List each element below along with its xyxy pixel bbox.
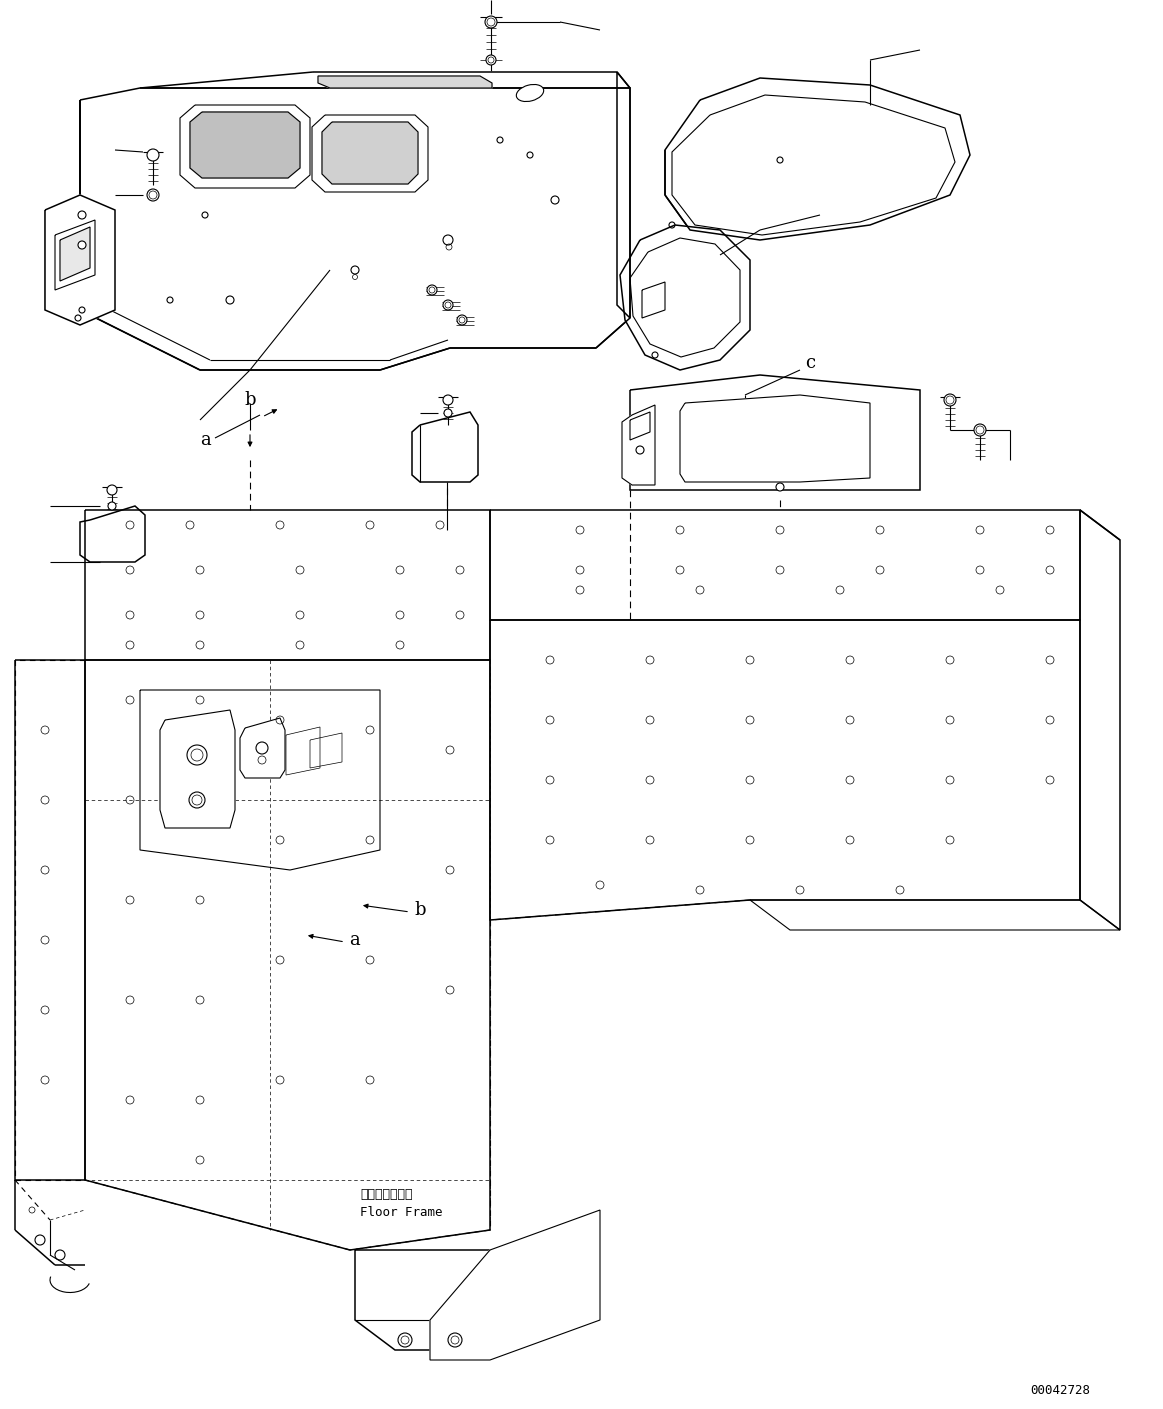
Polygon shape [190,111,300,178]
Text: a: a [350,931,361,950]
Circle shape [351,266,359,273]
Polygon shape [620,225,750,371]
Circle shape [398,1333,412,1347]
Polygon shape [322,123,418,185]
Circle shape [551,196,559,204]
Polygon shape [672,94,955,235]
Text: c: c [805,354,815,372]
Circle shape [443,395,454,404]
Circle shape [944,395,956,406]
Circle shape [74,316,81,321]
Circle shape [226,296,234,304]
Circle shape [443,235,454,245]
Polygon shape [60,227,90,280]
Polygon shape [312,116,428,192]
Circle shape [486,55,495,65]
Polygon shape [630,411,650,440]
Polygon shape [490,510,1080,620]
Polygon shape [412,411,478,482]
Circle shape [448,1333,462,1347]
Circle shape [78,241,86,249]
Circle shape [973,424,986,435]
Circle shape [636,447,644,454]
Polygon shape [317,76,492,87]
Text: フロアフレーム: フロアフレーム [361,1189,413,1202]
Polygon shape [665,77,970,240]
Circle shape [776,483,784,490]
Text: a: a [200,431,211,449]
Polygon shape [80,87,630,371]
Polygon shape [15,659,85,1179]
Polygon shape [490,620,1080,920]
Text: b: b [244,392,256,409]
Circle shape [256,743,267,754]
Circle shape [190,792,205,807]
Circle shape [485,15,497,28]
Text: Floor Frame: Floor Frame [361,1206,442,1220]
Polygon shape [140,72,630,87]
Polygon shape [85,510,490,659]
Circle shape [108,502,116,510]
Polygon shape [622,404,655,485]
Text: b: b [414,900,426,919]
Polygon shape [55,220,95,290]
Polygon shape [750,900,1120,930]
Circle shape [78,211,86,218]
Polygon shape [286,727,320,775]
Polygon shape [160,710,235,828]
Polygon shape [430,1210,600,1360]
Polygon shape [618,72,630,318]
Polygon shape [80,506,145,562]
Circle shape [107,485,117,495]
Polygon shape [630,375,920,490]
Polygon shape [85,659,490,1250]
Polygon shape [680,395,870,482]
Polygon shape [240,719,285,778]
Polygon shape [45,194,115,325]
Text: 00042728: 00042728 [1030,1384,1090,1396]
Polygon shape [180,106,311,187]
Ellipse shape [516,85,543,101]
Circle shape [457,316,468,325]
Circle shape [444,409,452,417]
Polygon shape [642,282,665,318]
Circle shape [147,149,159,161]
Polygon shape [355,1250,490,1350]
Circle shape [443,300,454,310]
Circle shape [147,189,159,201]
Polygon shape [1080,510,1120,930]
Polygon shape [140,690,380,869]
Circle shape [427,285,437,294]
Circle shape [187,745,207,765]
